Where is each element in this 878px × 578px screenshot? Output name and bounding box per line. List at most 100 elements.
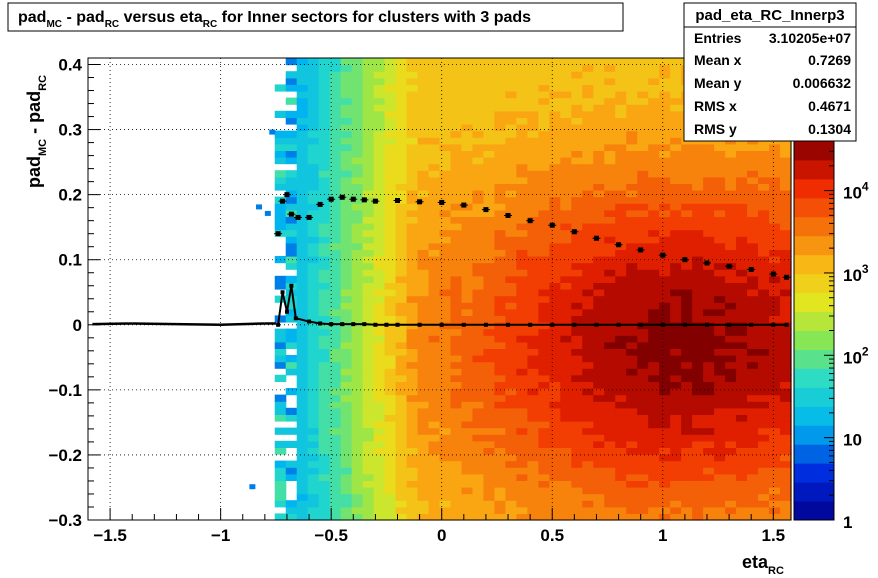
heatmap-cell — [626, 467, 638, 475]
heatmap-cell — [560, 77, 572, 85]
heatmap-cell — [285, 256, 298, 264]
heatmap-cell — [384, 388, 397, 396]
heatmap-cell — [714, 236, 726, 244]
heatmap-cell — [516, 328, 528, 336]
heatmap-cell — [648, 500, 660, 508]
heatmap-cell — [747, 262, 759, 270]
heatmap-cell — [637, 64, 649, 72]
heatmap-cell — [428, 454, 441, 462]
heatmap-cell — [494, 341, 506, 349]
heatmap-cell — [593, 170, 605, 178]
heatmap-cell — [703, 157, 715, 165]
heatmap-cell — [604, 242, 616, 250]
heatmap-cell — [604, 341, 616, 349]
mean-profile-point — [276, 322, 281, 327]
heatmap-cell — [593, 480, 605, 488]
heatmap-cell — [428, 58, 441, 66]
heatmap-cell — [269, 129, 276, 135]
heatmap-cell — [362, 374, 375, 382]
heatmap-cell — [725, 249, 737, 257]
heatmap-cell — [483, 97, 496, 105]
heatmap-cell — [758, 249, 770, 257]
heatmap-cell — [274, 328, 287, 336]
heatmap-cell — [769, 341, 781, 349]
heatmap-cell — [615, 223, 627, 231]
heatmap-cell — [285, 388, 298, 396]
heatmap-cell — [351, 77, 364, 85]
heatmap-cell — [571, 110, 583, 118]
heatmap-cell — [505, 394, 517, 402]
heatmap-cell — [395, 427, 408, 435]
heatmap-cell — [747, 190, 759, 198]
heatmap-cell — [395, 374, 408, 382]
heatmap-cell — [340, 216, 353, 224]
heatmap-cell — [494, 361, 506, 369]
heatmap-cell — [494, 176, 506, 184]
heatmap-cell — [483, 289, 496, 297]
heatmap-cell — [472, 473, 485, 481]
heatmap-cell — [395, 229, 408, 237]
heatmap-cell — [351, 506, 364, 514]
heatmap-cell — [494, 401, 506, 409]
heatmap-cell — [329, 308, 342, 316]
heatmap-cell — [439, 150, 452, 158]
heatmap-cell — [538, 196, 550, 204]
heatmap-cell — [769, 315, 781, 323]
heatmap-cell — [736, 256, 748, 264]
heatmap-cell — [780, 209, 792, 217]
heatmap-cell — [340, 335, 353, 343]
heatmap-cell — [406, 374, 419, 382]
heatmap-cell — [659, 143, 671, 151]
heatmap-cell — [362, 262, 375, 270]
heatmap-cell — [428, 401, 441, 409]
heatmap-cell — [758, 434, 770, 442]
heatmap-cell — [670, 223, 682, 231]
heatmap-cell — [549, 295, 561, 303]
heatmap-cell — [736, 355, 748, 363]
heatmap-cell — [780, 440, 792, 448]
heatmap-cell — [571, 401, 583, 409]
heatmap-cell — [318, 308, 331, 316]
heatmap-cell — [714, 163, 726, 171]
heatmap-cell — [659, 282, 671, 290]
heatmap-cell — [692, 242, 704, 250]
heatmap-cell — [626, 355, 638, 363]
heatmap-cell — [494, 190, 506, 198]
heatmap-cell — [736, 170, 748, 178]
heatmap-cell — [351, 216, 364, 224]
heatmap-cell — [505, 401, 517, 409]
heatmap-cell — [373, 493, 386, 501]
heatmap-cell — [439, 328, 452, 336]
heatmap-cell — [505, 183, 517, 191]
heatmap-cell — [648, 143, 660, 151]
heatmap-cell — [527, 381, 539, 389]
heatmap-cell — [681, 190, 693, 198]
heatmap-cell — [362, 84, 375, 92]
heatmap-cell — [329, 374, 342, 382]
heatmap-cell — [560, 282, 572, 290]
heatmap-cell — [494, 137, 506, 145]
heatmap-cell — [329, 176, 342, 184]
heatmap-cell — [395, 506, 408, 514]
heatmap-cell — [769, 190, 781, 198]
heatmap-cell — [417, 308, 430, 316]
heatmap-cell — [340, 473, 353, 481]
heatmap-cell — [483, 84, 496, 92]
heatmap-cell — [516, 97, 528, 105]
heatmap-cell — [549, 447, 561, 455]
heatmap-cell — [758, 308, 770, 316]
heatmap-cell — [494, 506, 506, 514]
heatmap-cell — [472, 493, 485, 501]
heatmap-cell — [736, 467, 748, 475]
heatmap-cell — [505, 467, 517, 475]
heatmap-cell — [483, 487, 496, 495]
heatmap-cell — [758, 493, 770, 501]
heatmap-cell — [406, 460, 419, 468]
heatmap-cell — [329, 183, 342, 191]
heatmap-cell — [571, 262, 583, 270]
heatmap-cell — [384, 487, 397, 495]
heatmap-cell — [450, 467, 463, 475]
heatmap-cell — [340, 295, 353, 303]
heatmap-cell — [692, 407, 704, 415]
heatmap-cell — [494, 150, 506, 158]
